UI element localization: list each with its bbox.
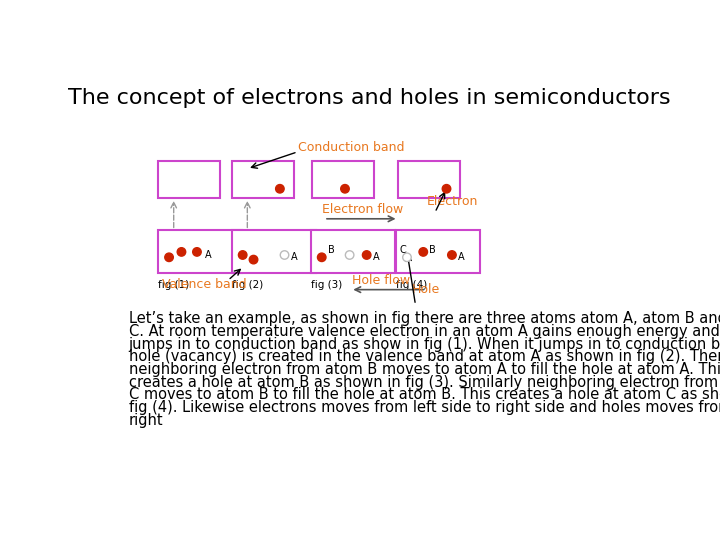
Circle shape [442, 185, 451, 193]
Circle shape [362, 251, 371, 259]
Text: fig (2): fig (2) [232, 280, 263, 291]
Circle shape [280, 251, 289, 259]
Circle shape [238, 251, 247, 259]
Text: Electron: Electron [427, 194, 479, 207]
Text: Hole flow: Hole flow [352, 274, 410, 287]
Circle shape [419, 248, 428, 256]
Bar [398, 161, 461, 198]
Text: neighboring electron from atom B moves to atom A to fill the hole at atom A. Thi: neighboring electron from atom B moves t… [129, 362, 720, 377]
Text: A: A [373, 252, 379, 262]
Text: A: A [204, 250, 212, 260]
Circle shape [249, 255, 258, 264]
Text: C moves to atom B to fill the hole at atom B. This creates a hole at atom C as s: C moves to atom B to fill the hole at at… [129, 387, 720, 402]
Bar [158, 161, 220, 198]
Bar [232, 161, 294, 198]
Text: Electron flow: Electron flow [323, 203, 404, 216]
Text: fig (1): fig (1) [158, 280, 189, 291]
Circle shape [276, 185, 284, 193]
Text: C: C [400, 245, 407, 254]
Text: fig (4). Likewise electrons moves from left side to right side and holes moves f: fig (4). Likewise electrons moves from l… [129, 400, 720, 415]
Text: Valence band: Valence band [163, 278, 247, 291]
Text: B: B [428, 245, 436, 254]
Text: jumps in to conduction band as show in fig (1). When it jumps in to conduction b: jumps in to conduction band as show in f… [129, 336, 720, 352]
Bar [311, 231, 395, 273]
Text: fig (3): fig (3) [311, 280, 342, 291]
Text: A: A [458, 252, 464, 262]
Circle shape [346, 251, 354, 259]
Text: Conduction band: Conduction band [297, 141, 404, 154]
Text: A: A [291, 252, 297, 262]
Circle shape [318, 253, 326, 261]
Bar [158, 231, 242, 273]
Text: hole (vacancy) is created in the valence band at atom A as shown in fig (2). The: hole (vacancy) is created in the valence… [129, 349, 720, 364]
Circle shape [402, 253, 411, 261]
Text: fig (4): fig (4) [396, 280, 428, 291]
Bar [396, 231, 480, 273]
Text: C. At room temperature valence electron in an atom A gains enough energy and: C. At room temperature valence electron … [129, 324, 719, 339]
Circle shape [341, 185, 349, 193]
Text: Hole: Hole [412, 283, 440, 296]
Circle shape [165, 253, 174, 261]
Text: The concept of electrons and holes in semiconductors: The concept of electrons and holes in se… [68, 88, 670, 108]
Bar [312, 161, 374, 198]
Text: creates a hole at atom B as shown in fig (3). Similarly neighboring electron fro: creates a hole at atom B as shown in fig… [129, 375, 720, 390]
Circle shape [448, 251, 456, 259]
Bar [232, 231, 315, 273]
Text: Let’s take an example, as shown in fig there are three atoms atom A, atom B and : Let’s take an example, as shown in fig t… [129, 311, 720, 326]
Text: B: B [328, 245, 335, 255]
Circle shape [177, 248, 186, 256]
Circle shape [193, 248, 201, 256]
Text: right: right [129, 413, 163, 428]
